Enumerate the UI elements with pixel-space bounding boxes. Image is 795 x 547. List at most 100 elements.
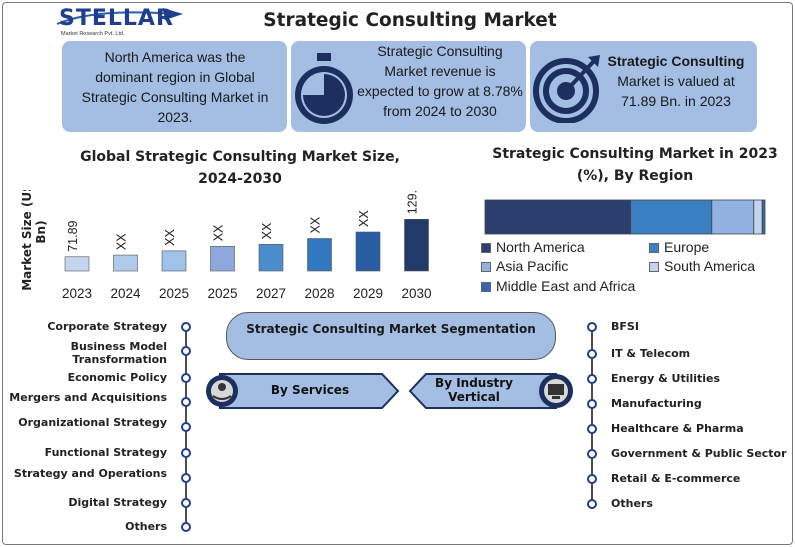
card-rest-text: Market is valued at 71.89 Bn. in 2023 [617, 73, 735, 109]
industry-connector-line [591, 326, 593, 504]
services-item-label: Business Model Transformation [70, 340, 167, 366]
legend-label: Europe [664, 239, 710, 255]
target-icon [533, 55, 600, 123]
industry-item-dot [587, 424, 597, 434]
bar [64, 256, 90, 272]
legend-label: Middle East and Africa [496, 278, 636, 294]
legend-label: Asia Pacific [496, 258, 569, 274]
industry-item-label: Healthcare & Pharma [611, 422, 744, 435]
legend-swatch [649, 243, 659, 253]
x-tick-label: 2025 [207, 286, 237, 301]
services-item-label: Digital Strategy [68, 496, 167, 509]
industry-item-dot [587, 374, 597, 384]
insight-card-region: North America was the dominant region in… [62, 41, 287, 132]
industry-item-label: Others [611, 497, 653, 510]
legend-item: South America [649, 258, 755, 274]
industry-item-label: Energy & Utilities [611, 372, 721, 385]
x-tick-label: 2030 [401, 286, 431, 301]
services-item-dot [181, 322, 191, 332]
industry-item-dot [587, 474, 597, 484]
legend-item: Europe [649, 239, 709, 255]
region-stacked-bar [484, 199, 766, 235]
card-text: North America was the dominant region in… [81, 49, 269, 125]
services-item-dot [181, 448, 191, 458]
services-item-dot [181, 498, 191, 508]
logo-wordmark: STELLAR [59, 6, 174, 31]
card-text: Strategic Consulting Market revenue is e… [357, 43, 523, 119]
industry-item-label: IT & Telecom [611, 347, 691, 360]
services-item-label: Others [125, 520, 167, 533]
services-item-label: Economic Policy [67, 371, 167, 384]
insight-card-value: Strategic Consulting Market is valued at… [530, 41, 757, 132]
segmentation-title-box: Strategic Consulting Market Segmentation [226, 312, 556, 360]
legend-item: North America [481, 239, 585, 255]
industry-item-dot [587, 449, 597, 459]
legend-label: North America [496, 239, 585, 255]
industry-item-dot [587, 499, 597, 509]
hand-gear-icon [213, 381, 231, 399]
legend-label: South America [664, 258, 756, 274]
by-services-arrow [206, 373, 400, 409]
segmentation-title: Strategic Consulting Market Segmentation [246, 322, 536, 336]
y-axis-label: Market Size (USDBn) [20, 190, 48, 291]
data-label: 71.89 [66, 220, 80, 251]
data-label: XX [309, 216, 323, 233]
region-segment [484, 199, 632, 235]
stellar-logo: STELLAR Market Research Pvt. Ltd. [55, 4, 195, 38]
region-chart-title: Strategic Consulting Market in 2023 (%),… [492, 146, 778, 184]
bar [307, 238, 332, 272]
services-item-dot [181, 422, 191, 432]
services-item-label: Functional Strategy [44, 446, 167, 459]
region-segment [711, 199, 755, 235]
services-item-label: Mergers and Acquisitions [9, 391, 167, 404]
x-tick-label: 2025 [159, 286, 189, 301]
services-item-label: Corporate Strategy [47, 320, 167, 333]
x-tick-label: 2023 [62, 286, 92, 301]
bar [161, 250, 187, 272]
industry-item-label: BFSI [611, 320, 639, 333]
bar-chart-title: Global Strategic Consulting Market Size,… [80, 149, 400, 187]
bar [355, 231, 381, 272]
bar [258, 244, 284, 272]
logo-swoosh [56, 8, 183, 25]
legend-swatch [481, 282, 491, 292]
data-label: XX [163, 229, 177, 246]
region-segment [761, 199, 766, 235]
monitor-icon [546, 381, 564, 399]
data-label: XX [260, 222, 274, 239]
services-item-label: Strategy and Operations [13, 467, 167, 480]
industry-item-dot [587, 322, 597, 332]
x-tick-label: 2027 [256, 286, 286, 301]
services-item-label: Organizational Strategy [18, 416, 167, 429]
logo-tagline: Market Research Pvt. Ltd. [61, 31, 125, 37]
bar [404, 218, 429, 272]
region-segment [753, 199, 763, 235]
bar [113, 254, 138, 272]
x-tick-label: 2028 [304, 286, 334, 301]
x-tick-label: 2029 [353, 286, 383, 301]
legend-swatch [481, 243, 491, 253]
legend-swatch [649, 262, 659, 272]
data-label: XX [115, 233, 129, 250]
services-item-dot [181, 373, 191, 383]
data-label: XX [357, 210, 371, 227]
data-label: XX [212, 224, 226, 241]
services-item-dot [181, 473, 191, 483]
stopwatch-icon [295, 53, 353, 124]
legend-item: Asia Pacific [481, 258, 568, 274]
data-label: 129.57 [406, 190, 420, 214]
industry-item-label: Government & Public Sector [611, 447, 787, 460]
x-tick-label: 2024 [110, 286, 141, 301]
services-item-dot [181, 522, 191, 532]
industry-item-dot [587, 349, 597, 359]
by-services-label: By Services [270, 383, 350, 397]
insight-card-growth: Strategic Consulting Market revenue is e… [291, 41, 526, 132]
by-industry-arrow [408, 373, 573, 409]
industry-item-label: Retail & E-commerce [611, 472, 741, 485]
by-industry-label: By Industry Vertical [435, 376, 513, 404]
industry-item-dot [587, 399, 597, 409]
bar-chart: Market Size (USDBn) 71.89 2023 XX 2024 XX 2025… [20, 190, 432, 301]
industry-item-label: Manufacturing [611, 397, 702, 410]
region-segment [630, 199, 713, 235]
